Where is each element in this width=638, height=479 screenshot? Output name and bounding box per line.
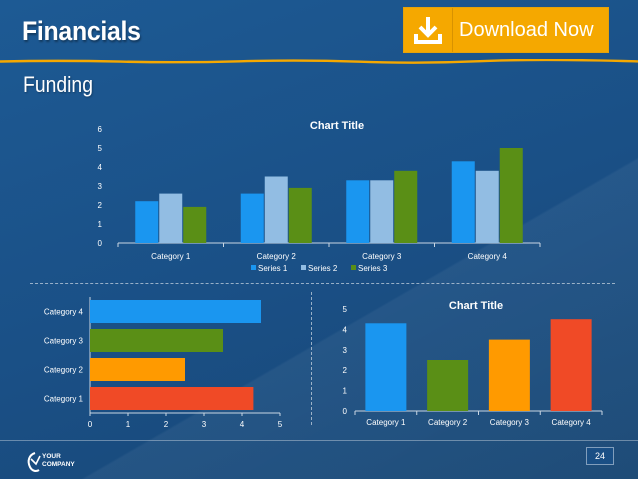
top-y-tick-4: 4 (98, 163, 103, 172)
top-y-tick-2: 2 (98, 201, 103, 210)
top-bar-series-1-category-1 (135, 201, 159, 243)
company-logo-icon (27, 452, 41, 472)
top-x-label-category-3: Category 3 (362, 252, 402, 261)
download-now-button[interactable]: Download Now (403, 7, 609, 53)
page-number: 24 (586, 447, 614, 465)
legend-label-series-3: Series 3 (358, 264, 388, 273)
top-bar-series-2-category-1 (159, 193, 183, 243)
top-bar-series-3-category-3 (394, 170, 418, 243)
top-bar-series-3-category-2 (288, 187, 312, 243)
top-chart-title: Chart Title (310, 120, 364, 132)
top-y-tick-5: 5 (98, 144, 103, 153)
top-bar-series-2-category-3 (370, 180, 394, 243)
top-bar-series-1-category-4 (451, 161, 475, 243)
top-bar-series-2-category-4 (475, 170, 499, 243)
company-logo: YOUR COMPANY (26, 450, 86, 474)
top-bar-series-3-category-4 (499, 148, 523, 243)
legend-swatch-series-2 (301, 265, 306, 270)
download-label: Download Now (459, 19, 594, 41)
section-subtitle: Funding (23, 72, 93, 97)
logo-line-1: YOUR (42, 453, 61, 460)
top-bar-series-2-category-2 (264, 176, 288, 243)
top-x-label-category-4: Category 4 (468, 252, 508, 261)
top-y-tick-3: 3 (98, 182, 103, 191)
top-y-tick-0: 0 (98, 239, 103, 248)
top-y-tick-6: 6 (98, 125, 103, 134)
logo-line-2: COMPANY (42, 461, 75, 468)
horizontal-divider (30, 283, 615, 284)
legend-swatch-series-1 (251, 265, 256, 270)
top-x-label-category-1: Category 1 (151, 252, 191, 261)
page-title: Financials (22, 16, 141, 46)
legend-label-series-1: Series 1 (258, 264, 288, 273)
top-bar-series-3-category-1 (183, 206, 207, 243)
top-x-label-category-2: Category 2 (257, 252, 297, 261)
vertical-divider (311, 292, 312, 425)
top-bar-series-1-category-3 (346, 180, 370, 243)
legend-swatch-series-3 (351, 265, 356, 270)
legend-label-series-2: Series 2 (308, 264, 338, 273)
top-y-tick-1: 1 (98, 220, 103, 229)
title-underline (0, 59, 638, 64)
footer-divider (0, 440, 638, 441)
download-icon (404, 8, 453, 52)
top-bar-series-1-category-2 (240, 193, 264, 243)
